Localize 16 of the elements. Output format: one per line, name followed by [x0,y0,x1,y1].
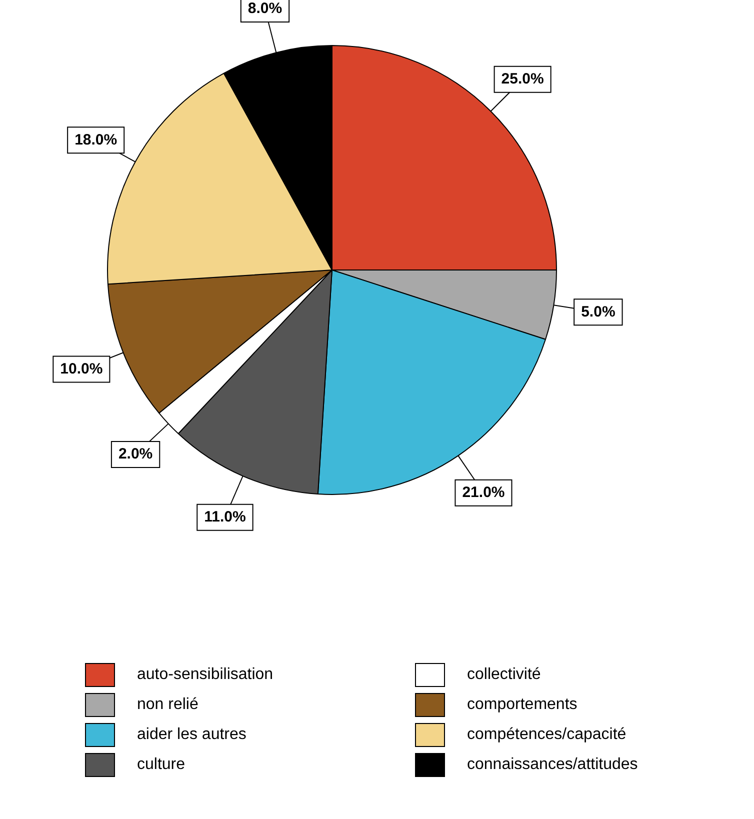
legend-label: culture [137,756,186,774]
legend-label: auto-sensibilisation [137,666,274,684]
data-label: 11.0% [204,508,246,526]
legend-label: collectivité [467,666,541,684]
data-label: 5.0% [581,303,616,320]
data-label: 25.0% [501,70,544,88]
data-label: 2.0% [118,446,153,463]
legend-label: connaissances/attitudes [467,756,638,774]
data-label: 10.0% [60,360,103,378]
legend-label: compétences/capacité [467,726,626,744]
data-label: 21.0% [462,484,505,502]
legend-label: comportements [467,696,578,714]
legend-label: aider les autres [137,726,246,744]
data-label: 18.0% [74,131,118,148]
data-label: 8.0% [248,0,282,18]
legend-label: non relié [137,696,198,714]
